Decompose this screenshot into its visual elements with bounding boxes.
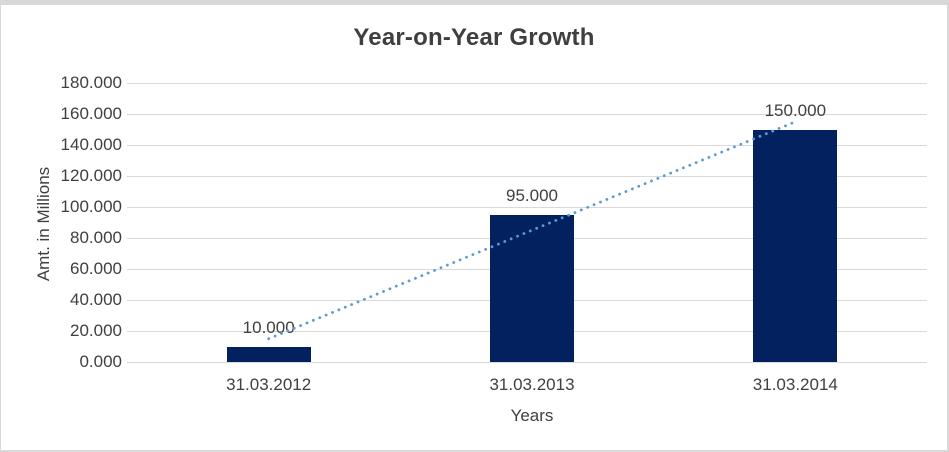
bar-data-label: 150.000 [764, 100, 827, 120]
y-tick-label: 40.000 [70, 290, 122, 309]
y-tick-mark [127, 300, 137, 301]
x-category-label: 31.03.2013 [489, 375, 575, 394]
y-tick-mark [127, 145, 137, 146]
y-tick-mark [127, 83, 137, 84]
bar[interactable] [753, 129, 838, 362]
gridline [137, 362, 927, 363]
x-category-label: 31.03.2014 [752, 375, 838, 394]
y-tick-mark [127, 114, 137, 115]
y-tick-label: 60.000 [70, 259, 122, 278]
y-tick-mark [127, 362, 137, 363]
y-tick-label: 100.000 [60, 197, 122, 216]
gridline [137, 114, 927, 115]
chart-title: Year-on-Year Growth [353, 24, 595, 51]
y-tick-mark [127, 238, 137, 239]
bar-data-label: 10.000 [242, 317, 295, 337]
y-tick-mark [127, 331, 137, 332]
y-tick-label: 140.000 [60, 135, 122, 154]
y-tick-label: 20.000 [70, 321, 122, 340]
y-tick-label: 180.000 [60, 73, 122, 92]
y-tick-label: 80.000 [70, 228, 122, 247]
y-tick-label: 120.000 [60, 166, 122, 185]
y-tick-label: 0.000 [79, 352, 122, 371]
y-tick-mark [127, 176, 137, 177]
bar[interactable] [490, 214, 574, 362]
x-category-label: 31.03.2012 [226, 375, 312, 394]
gridline [137, 83, 927, 84]
y-tick-mark [127, 269, 137, 270]
bar-data-label: 95.000 [506, 185, 558, 205]
bar[interactable] [226, 346, 311, 362]
y-tick-mark [127, 207, 137, 208]
x-axis-title: Years [510, 406, 554, 425]
y-tick-label: 160.000 [60, 104, 122, 123]
